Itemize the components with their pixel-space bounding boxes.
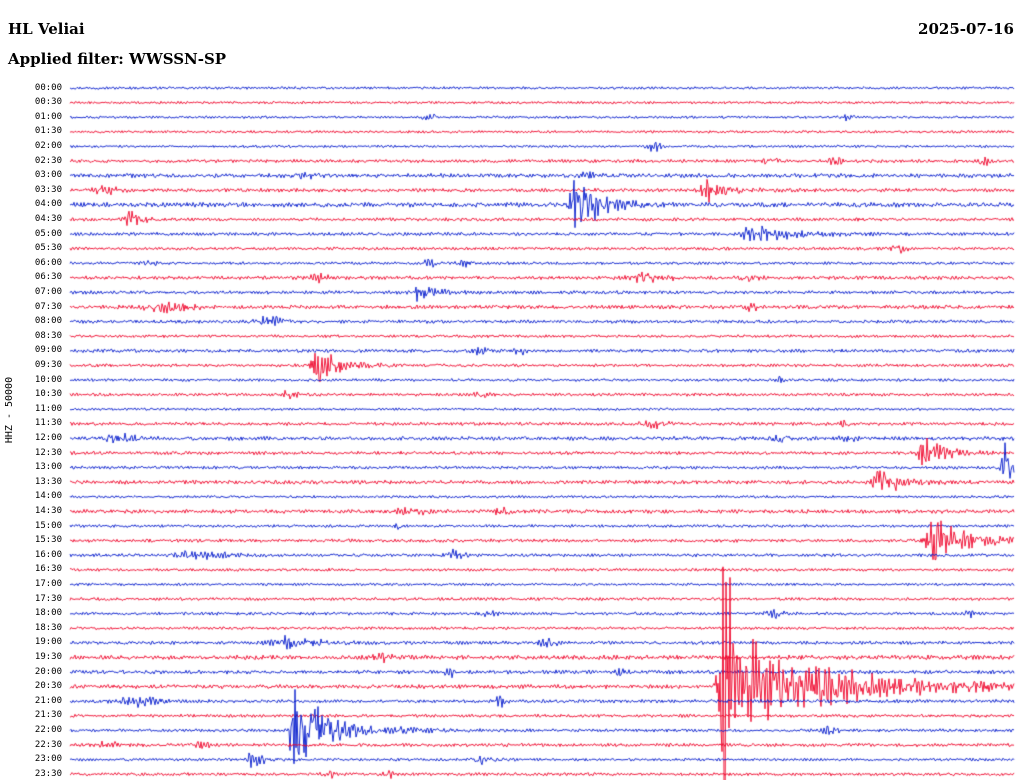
- time-label: 05:00: [34, 228, 62, 239]
- time-label: 10:30: [34, 389, 62, 400]
- time-label: 23:30: [34, 768, 62, 779]
- time-label: 04:30: [34, 213, 62, 224]
- time-label: 13:00: [34, 462, 62, 473]
- time-label: 02:30: [34, 155, 62, 166]
- time-label: 16:30: [34, 564, 62, 575]
- time-label: 04:00: [34, 199, 62, 210]
- time-label: 13:30: [34, 476, 62, 487]
- time-label: 22:30: [34, 739, 62, 750]
- time-label: 00:00: [34, 82, 62, 93]
- time-label: 12:00: [34, 432, 62, 443]
- time-label: 07:30: [34, 301, 62, 312]
- time-label: 20:00: [34, 666, 62, 677]
- time-label: 08:30: [34, 330, 62, 341]
- time-label: 11:30: [34, 418, 62, 429]
- time-label: 10:00: [34, 374, 62, 385]
- time-label: 22:00: [34, 724, 62, 735]
- time-label: 18:00: [34, 608, 62, 619]
- time-label: 11:00: [34, 403, 62, 414]
- time-label: 21:30: [34, 710, 62, 721]
- time-label: 23:00: [34, 754, 62, 765]
- time-label: 19:30: [34, 651, 62, 662]
- time-label: 09:00: [34, 345, 62, 356]
- time-label: 03:00: [34, 170, 62, 181]
- time-label: 01:30: [34, 126, 62, 137]
- time-label: 00:30: [34, 97, 62, 108]
- time-label: 15:30: [34, 535, 62, 546]
- time-label: 02:00: [34, 140, 62, 151]
- time-label: 14:00: [34, 491, 62, 502]
- time-label: 08:00: [34, 316, 62, 327]
- time-label: 15:00: [34, 520, 62, 531]
- time-label: 18:30: [34, 622, 62, 633]
- time-label: 17:00: [34, 578, 62, 589]
- time-label: 06:00: [34, 257, 62, 268]
- time-label: 07:00: [34, 286, 62, 297]
- time-label: 19:00: [34, 637, 62, 648]
- time-label: 03:30: [34, 184, 62, 195]
- time-label: 06:30: [34, 272, 62, 283]
- time-label: 20:30: [34, 681, 62, 692]
- time-label: 05:30: [34, 243, 62, 254]
- time-label: 12:30: [34, 447, 62, 458]
- time-label: 21:00: [34, 695, 62, 706]
- time-label: 14:30: [34, 505, 62, 516]
- time-label: 17:30: [34, 593, 62, 604]
- time-label: 01:00: [34, 111, 62, 122]
- time-label: 16:00: [34, 549, 62, 560]
- time-label: 09:30: [34, 359, 62, 370]
